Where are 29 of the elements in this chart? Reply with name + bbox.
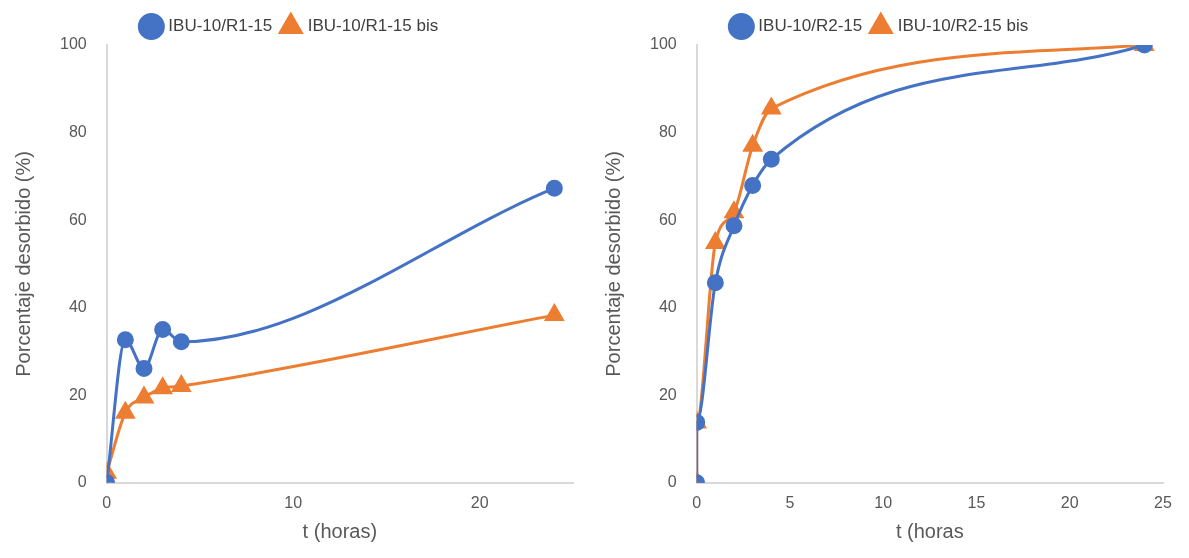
- legend-label: IBU-10/R2-15: [758, 16, 863, 36]
- x-tick-label: 20: [1060, 493, 1079, 511]
- y-tick-label: 100: [59, 35, 87, 53]
- y-tick-label: 40: [68, 298, 87, 316]
- y-axis-title: Porcentaje desorbido (%): [601, 151, 624, 377]
- legend-label: IBU-10/R1-15 bis: [307, 16, 439, 36]
- y-tick-label: 80: [658, 122, 677, 140]
- x-tick-label: 10: [284, 493, 303, 511]
- y-axis-title: Porcentaje desorbido (%): [11, 151, 34, 377]
- x-tick-label: 25: [1154, 493, 1172, 511]
- y-tick-label: 100: [649, 35, 677, 53]
- x-tick-label: 0: [692, 493, 702, 511]
- y-tick-label: 0: [77, 473, 87, 491]
- y-tick-label: 20: [68, 385, 87, 403]
- y-tick-label: 60: [68, 210, 87, 228]
- y-tick-label: 0: [667, 473, 677, 491]
- x-axis-title: t (horas): [302, 519, 378, 542]
- x-tick-label: 0: [102, 493, 112, 511]
- x-tick-label: 15: [967, 493, 986, 511]
- y-tick-label: 40: [658, 298, 677, 316]
- legend-label: IBU-10/R2-15 bis: [897, 16, 1029, 36]
- y-tick-label: 60: [658, 210, 677, 228]
- y-tick-label: 80: [68, 122, 87, 140]
- x-tick-label: 10: [874, 493, 893, 511]
- y-tick-label: 20: [658, 385, 677, 403]
- legend-label: IBU-10/R1-15: [168, 16, 273, 36]
- x-tick-label: 5: [785, 493, 795, 511]
- x-tick-label: 20: [470, 493, 489, 511]
- x-axis-title: t (horas: [895, 519, 964, 542]
